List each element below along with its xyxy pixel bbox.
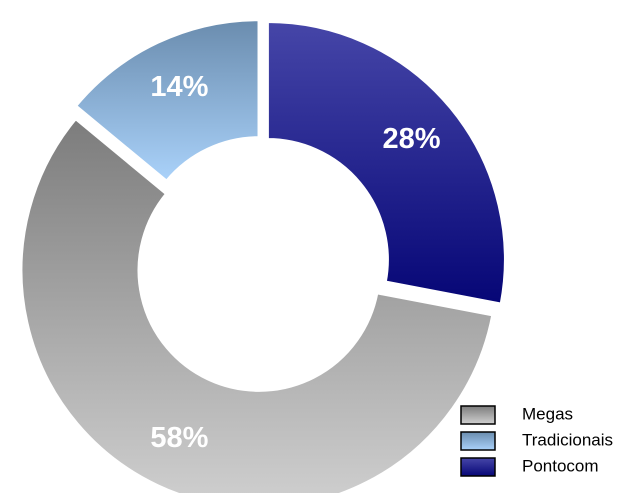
legend-label: Tradicionais <box>522 430 613 449</box>
legend-label: Megas <box>522 404 573 423</box>
legend-label: Pontocom <box>522 456 599 475</box>
value-label: 28% <box>382 123 440 155</box>
donut-slice <box>19 116 495 493</box>
donut-slice <box>73 18 261 184</box>
value-label: 14% <box>150 71 208 103</box>
legend-swatch <box>460 457 496 477</box>
donut-slice <box>265 20 507 306</box>
legend-swatch <box>460 431 496 451</box>
value-label: 58% <box>150 422 208 454</box>
legend-swatch <box>460 405 496 425</box>
